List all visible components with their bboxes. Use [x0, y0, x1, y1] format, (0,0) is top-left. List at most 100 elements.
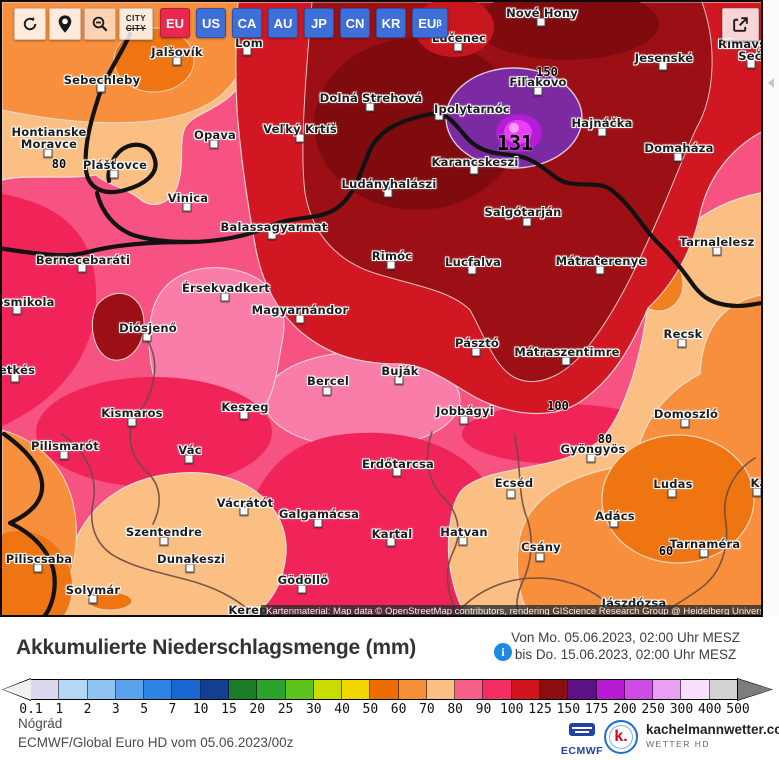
town-marker [96, 83, 106, 93]
town-marker [597, 127, 607, 137]
max-value-label: 131 [496, 131, 534, 155]
scale-segment [115, 679, 145, 700]
scale-segment [596, 679, 625, 700]
town-marker [172, 56, 182, 66]
collapse-chevron-icon[interactable] [768, 78, 774, 88]
town-marker [392, 467, 402, 477]
info-icon[interactable]: i [494, 643, 512, 661]
scale-tick-label: 7 [168, 702, 177, 717]
town-marker [322, 386, 332, 396]
scale-tick-label: 40 [334, 702, 350, 717]
town-marker [586, 453, 596, 463]
refresh-button[interactable] [14, 8, 46, 40]
scale-segment [455, 679, 484, 700]
period-to: bis Do. 15.06.2023, 02:00 Uhr MESZ [514, 647, 737, 662]
town-marker [609, 518, 619, 528]
town-label: Vinica [167, 190, 209, 205]
region-button-euβ[interactable]: EU β [412, 8, 448, 38]
share-button[interactable] [722, 8, 759, 41]
scale-tick-label: 100 [500, 702, 524, 717]
town-label: Mátraterenye [555, 253, 647, 268]
precipitation-map[interactable]: Nové HonyLučenecJesenskéRimavská SečJalš… [0, 0, 763, 617]
town-marker [43, 148, 53, 158]
scale-tick-label: 60 [390, 702, 407, 717]
town-marker [453, 42, 463, 52]
town-label: Jesenské [634, 50, 694, 65]
scale-tick-label: 15 [221, 702, 237, 717]
scale-segment [342, 679, 371, 700]
page-edge-strip [763, 0, 779, 617]
scale-tick-label: 80 [447, 702, 464, 717]
town-label: Adács [595, 508, 635, 523]
scale-tick-label: 70 [419, 702, 435, 717]
town-marker [295, 314, 305, 324]
zoom-out-icon [91, 15, 109, 33]
scale-tick-label: 500 [726, 702, 750, 717]
region-button-kr[interactable]: KR [376, 8, 406, 38]
zoom-out-button[interactable] [84, 8, 116, 40]
town-marker [239, 506, 249, 516]
town-label: Vácrátót [216, 495, 274, 510]
town-marker [459, 415, 469, 425]
town-marker [506, 489, 516, 499]
town-marker [59, 450, 69, 460]
town-label: Érsekvadkert [181, 280, 271, 295]
region-button-eu[interactable]: EU [160, 8, 190, 38]
town-label: Csány [521, 539, 561, 554]
share-icon [731, 15, 750, 34]
scale-segment [568, 679, 597, 700]
town-label: Jalšovík [151, 44, 203, 59]
town-label: Erdőtarcsa [361, 456, 435, 471]
town-label: Hatvan [440, 524, 488, 539]
town-label: Szentendre [125, 524, 203, 539]
town-label: Ecséd [494, 475, 534, 490]
region-button-ca[interactable]: CA [232, 8, 262, 38]
legend-title: Akkumulierte Niederschlagsmenge (mm) [16, 636, 417, 659]
scale-tick-label: 10 [192, 702, 209, 717]
scale-segment [681, 679, 710, 700]
scale-segment [59, 679, 88, 700]
town-marker [88, 594, 98, 604]
location-pin-icon [57, 14, 73, 34]
city-toggle-off-label: CITY [125, 24, 147, 33]
town-label: Vác [178, 442, 202, 457]
town-marker [667, 488, 677, 498]
region-button-us[interactable]: US [196, 8, 226, 38]
town-label: Jobbágyi [436, 403, 494, 418]
locate-button[interactable] [49, 8, 81, 40]
town-marker [677, 338, 687, 348]
town-marker [297, 584, 307, 594]
contour-label: 80 [51, 157, 67, 171]
scale-tick-label: 400 [697, 702, 722, 717]
town-marker [12, 305, 22, 315]
contour-label: 80 [597, 432, 613, 446]
town-marker [10, 373, 20, 383]
town-label: Diósjenő [119, 320, 177, 335]
region-button-au[interactable]: AU [268, 8, 298, 38]
town-label: Keszeg [221, 399, 269, 414]
town-label: Gyöngyös [560, 441, 626, 456]
scale-labels: 0.1 1 2 3 5 7 10 15 20 25 30 40 50 60 70 80 90 100 125 150 1… [0, 702, 779, 718]
scale-segment [31, 679, 60, 700]
town-label: Opava [193, 127, 237, 142]
scale-segment [483, 679, 512, 700]
scale-segment [228, 679, 258, 700]
town-label: Dolná Strehová [319, 90, 423, 105]
forecast-period: Von Mo. 05.06.2023, 02:00 Uhr MESZ bis D… [511, 629, 740, 663]
scale-segment [709, 679, 738, 700]
town-label: Tarnaméra [669, 536, 741, 551]
town-label: Dunakeszi [156, 551, 226, 566]
town-label: Rimóc [371, 248, 413, 263]
region-button-cn[interactable]: CN [340, 8, 370, 38]
city-labels-toggle-button[interactable]: CITY CITY [119, 8, 153, 40]
scale-tick-label: 50 [362, 702, 379, 717]
town-marker [267, 230, 277, 240]
region-button-jp[interactable]: JP [304, 8, 334, 38]
town-marker [533, 86, 543, 96]
town-marker [185, 563, 195, 573]
legend-panel: Akkumulierte Niederschlagsmenge (mm) i V… [0, 617, 779, 760]
scale-segment [398, 679, 427, 700]
town-label: Recsk [663, 326, 703, 341]
town-label: Hontianske Moravce [11, 124, 87, 151]
